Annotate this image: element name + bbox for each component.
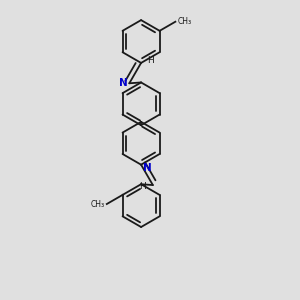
Text: N: N (142, 163, 151, 173)
Text: H: H (148, 56, 154, 65)
Text: CH₃: CH₃ (90, 200, 104, 208)
Text: H: H (140, 182, 146, 191)
Text: N: N (119, 78, 128, 88)
Text: CH₃: CH₃ (178, 17, 192, 26)
